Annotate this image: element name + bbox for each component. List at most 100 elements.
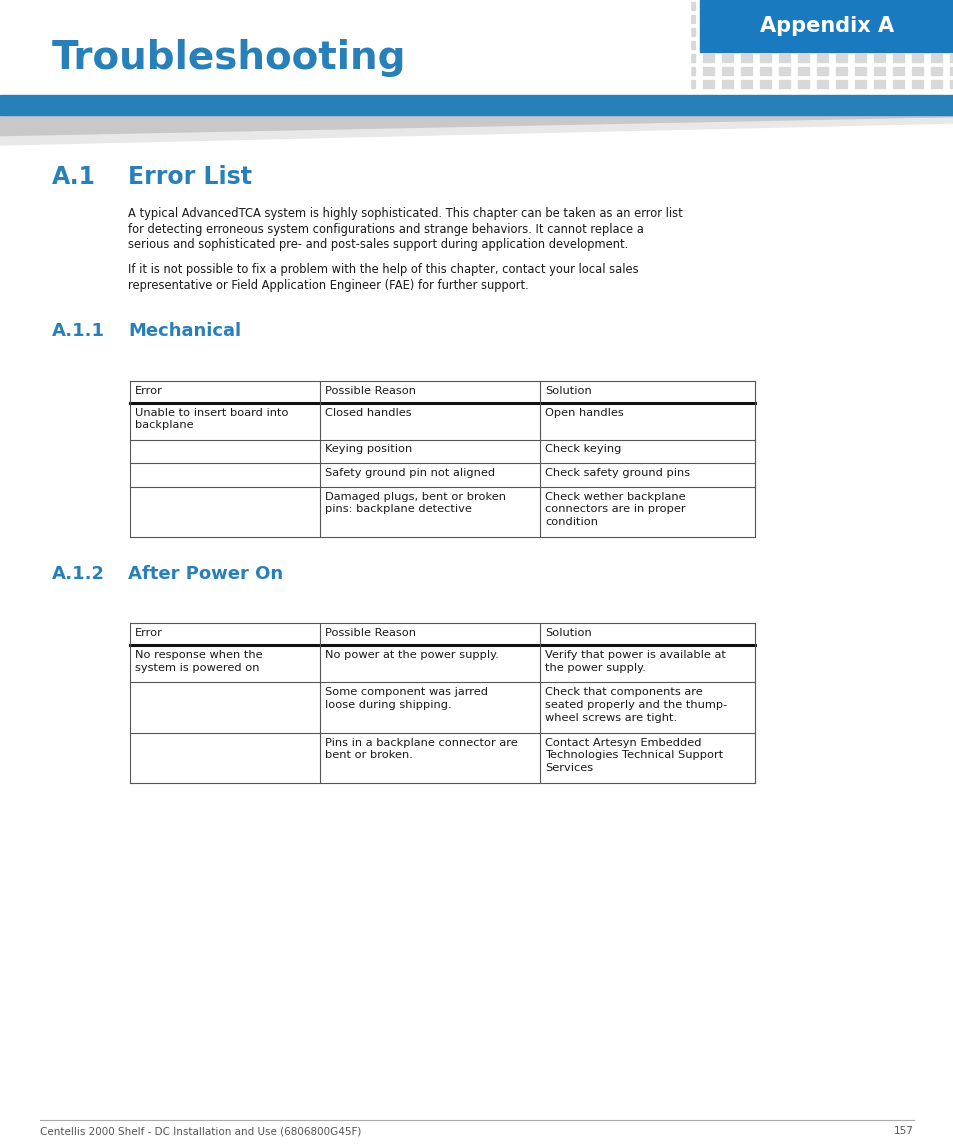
Bar bbox=[209, 27, 220, 35]
Bar bbox=[475, 80, 485, 88]
Bar bbox=[398, 54, 410, 62]
Text: Check that components are
seated properly and the thump-
wheel screws are tight.: Check that components are seated properl… bbox=[544, 687, 726, 722]
Bar bbox=[949, 27, 953, 35]
Text: Solution: Solution bbox=[544, 627, 591, 638]
Text: Contact Artesyn Embedded
Technologies Technical Support
Services: Contact Artesyn Embedded Technologies Te… bbox=[544, 737, 722, 773]
Bar bbox=[456, 41, 467, 49]
Bar bbox=[892, 41, 903, 49]
Bar bbox=[551, 27, 561, 35]
Bar bbox=[323, 54, 334, 62]
Bar bbox=[816, 27, 827, 35]
Bar bbox=[247, 27, 257, 35]
Bar bbox=[304, 15, 314, 23]
Bar bbox=[209, 54, 220, 62]
Bar bbox=[247, 41, 257, 49]
Text: Centellis 2000 Shelf - DC Installation and Use (6806800G45F): Centellis 2000 Shelf - DC Installation a… bbox=[40, 1126, 361, 1136]
Bar bbox=[19, 80, 30, 88]
Bar bbox=[740, 2, 751, 10]
Bar bbox=[152, 2, 163, 10]
Bar bbox=[171, 27, 182, 35]
Bar bbox=[152, 15, 163, 23]
Bar bbox=[702, 2, 713, 10]
Bar bbox=[190, 80, 201, 88]
Bar bbox=[436, 2, 448, 10]
Bar bbox=[398, 80, 410, 88]
Bar bbox=[816, 41, 827, 49]
Bar bbox=[475, 27, 485, 35]
Text: Keying position: Keying position bbox=[325, 444, 412, 455]
Bar bbox=[398, 68, 410, 76]
Bar bbox=[190, 41, 201, 49]
Bar bbox=[930, 68, 941, 76]
Bar bbox=[740, 54, 751, 62]
Bar bbox=[569, 15, 580, 23]
Bar bbox=[228, 2, 239, 10]
Text: Unable to insert board into
backplane: Unable to insert board into backplane bbox=[135, 408, 288, 431]
Bar bbox=[95, 27, 106, 35]
Bar bbox=[532, 27, 542, 35]
Bar bbox=[797, 80, 808, 88]
Bar bbox=[379, 27, 391, 35]
Bar bbox=[551, 54, 561, 62]
Bar bbox=[760, 68, 770, 76]
Bar bbox=[113, 27, 125, 35]
Bar bbox=[683, 80, 695, 88]
Text: Solution: Solution bbox=[544, 386, 591, 395]
Bar bbox=[816, 2, 827, 10]
Bar bbox=[835, 27, 846, 35]
Text: Check wether backplane
connectors are in proper
condition: Check wether backplane connectors are in… bbox=[544, 491, 685, 527]
Bar bbox=[132, 15, 144, 23]
Bar bbox=[779, 2, 789, 10]
Bar bbox=[740, 27, 751, 35]
Bar bbox=[645, 15, 657, 23]
Bar bbox=[171, 41, 182, 49]
Bar bbox=[892, 54, 903, 62]
Bar bbox=[702, 80, 713, 88]
Bar bbox=[892, 68, 903, 76]
Bar bbox=[740, 68, 751, 76]
Bar bbox=[417, 54, 429, 62]
Bar bbox=[304, 41, 314, 49]
Bar bbox=[626, 80, 638, 88]
Bar bbox=[664, 80, 676, 88]
Bar bbox=[57, 27, 68, 35]
Bar bbox=[152, 27, 163, 35]
Bar bbox=[551, 68, 561, 76]
Bar bbox=[911, 27, 923, 35]
Bar bbox=[95, 54, 106, 62]
Bar bbox=[304, 2, 314, 10]
Bar bbox=[190, 54, 201, 62]
Bar bbox=[341, 68, 353, 76]
Bar bbox=[76, 54, 87, 62]
Bar bbox=[38, 27, 49, 35]
Bar bbox=[607, 80, 618, 88]
Text: No power at the power supply.: No power at the power supply. bbox=[325, 650, 498, 660]
Bar bbox=[456, 68, 467, 76]
Bar bbox=[854, 68, 865, 76]
Bar bbox=[417, 41, 429, 49]
Bar bbox=[702, 27, 713, 35]
Bar bbox=[588, 41, 599, 49]
Bar bbox=[417, 2, 429, 10]
Text: Closed handles: Closed handles bbox=[325, 408, 411, 418]
Bar bbox=[190, 2, 201, 10]
Bar bbox=[436, 15, 448, 23]
Bar bbox=[379, 41, 391, 49]
Bar bbox=[0, 95, 953, 115]
Bar bbox=[266, 15, 276, 23]
Bar bbox=[494, 41, 504, 49]
Text: No response when the
system is powered on: No response when the system is powered o… bbox=[135, 650, 262, 673]
Bar bbox=[190, 27, 201, 35]
Bar bbox=[569, 80, 580, 88]
Bar bbox=[854, 80, 865, 88]
Bar bbox=[417, 27, 429, 35]
Bar bbox=[607, 68, 618, 76]
Bar bbox=[228, 54, 239, 62]
Bar bbox=[588, 15, 599, 23]
Bar bbox=[835, 68, 846, 76]
Bar bbox=[475, 15, 485, 23]
Bar bbox=[0, 27, 11, 35]
Bar bbox=[911, 2, 923, 10]
Bar bbox=[740, 15, 751, 23]
Bar bbox=[930, 54, 941, 62]
